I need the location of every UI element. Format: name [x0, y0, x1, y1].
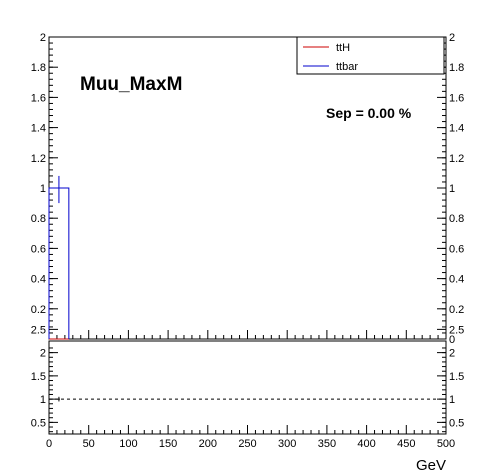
ratio-x-tick-label: 100 [119, 438, 137, 450]
main-right-tick-label: 1.2 [449, 153, 464, 165]
main-right-tick-label: 1.6 [449, 92, 464, 104]
legend-label-ttbar: ttbar [336, 61, 358, 73]
ratio-plot-panel: 0.5 1 1.5 2 2.5 0.5 1 1.5 2 2.5 0 50 100 150 200 250 3… [31, 324, 465, 472]
legend: ttH ttbar [296, 36, 445, 75]
histogram-title: Muu_MaxM [80, 74, 182, 95]
ratio-x-tick-label: 500 [437, 438, 455, 450]
main-y-tick-label: 1.4 [31, 123, 46, 135]
ratio-x-tick-label: 400 [357, 438, 375, 450]
main-right-tick-label: 0.6 [449, 243, 464, 255]
ratio-right-tick-label: 0.5 [449, 417, 464, 429]
main-right-tick-label: 1.4 [449, 123, 464, 135]
main-right-tick-label: 0.8 [449, 213, 464, 225]
main-y-tick-label: 1.2 [31, 153, 46, 165]
main-right-tick-label: 0.2 [449, 304, 464, 316]
ratio-x-tick-label: 250 [238, 438, 256, 450]
ratio-right-axis: 0.5 1 1.5 2 2.5 [437, 324, 464, 433]
ratio-x-tick-label: 300 [278, 438, 296, 450]
main-right-tick-label: 2 [449, 32, 455, 44]
main-bottom-ticks [48, 330, 447, 339]
main-right-tick-label: 0.4 [449, 274, 464, 286]
ratio-y-tick-label: 2.5 [31, 324, 46, 336]
main-plot-panel: 0.2 0.4 0.6 0.8 1 1.2 1.4 1.6 1.8 2 0 0.2 0.4 0.6 0.8… [31, 32, 465, 346]
main-series-group [48, 175, 70, 340]
main-right-tick-label: 1 [449, 183, 455, 195]
main-right-axis: 0 0.2 0.4 0.6 0.8 1 1.2 1.4 1.6 1.8 2 [437, 32, 464, 346]
ratio-x-tick-label: 200 [199, 438, 217, 450]
x-axis-label: GeV [416, 457, 446, 472]
main-right-tick-label: 0 [449, 334, 455, 346]
main-y-tick-label: 1.6 [31, 92, 46, 104]
ratio-x-tick-label: 350 [318, 438, 336, 450]
main-y-tick-label: 0.6 [31, 243, 46, 255]
main-y-tick-label: 0.8 [31, 213, 46, 225]
main-y-tick-label: 0.4 [31, 274, 46, 286]
ratio-left-axis: 0.5 1 1.5 2 2.5 [31, 324, 58, 433]
ratio-right-tick-label: 1 [449, 394, 455, 406]
ratio-y-tick-label: 1 [40, 394, 46, 406]
ratio-series-group [49, 396, 446, 402]
ratio-x-tick-label: 0 [46, 438, 52, 450]
ratio-y-tick-label: 1.5 [31, 371, 46, 383]
main-left-axis: 0.2 0.4 0.6 0.8 1 1.2 1.4 1.6 1.8 2 [31, 32, 58, 340]
main-y-tick-label: 1.8 [31, 62, 46, 74]
ratio-y-tick-label: 2 [40, 348, 46, 360]
legend-box [296, 36, 445, 75]
ratio-right-tick-label: 2.5 [449, 324, 464, 336]
ratio-right-tick-label: 2 [449, 348, 455, 360]
ratio-x-tick-label: 150 [159, 438, 177, 450]
ratio-right-tick-label: 1.5 [449, 371, 464, 383]
main-y-tick-label: 1 [40, 183, 46, 195]
ratio-x-axis: 0 50 100 150 200 250 300 350 400 450 500 [46, 425, 455, 450]
ratio-x-tick-label: 50 [83, 438, 95, 450]
main-y-tick-label: 2 [40, 32, 46, 44]
separation-annotation: Sep = 0.00 % [326, 105, 412, 121]
legend-label-tth: ttH [336, 42, 350, 54]
ratio-y-tick-label: 0.5 [31, 417, 46, 429]
main-y-tick-label: 0.2 [31, 304, 46, 316]
main-right-tick-label: 1.8 [449, 62, 464, 74]
ratio-x-tick-label: 450 [397, 438, 415, 450]
